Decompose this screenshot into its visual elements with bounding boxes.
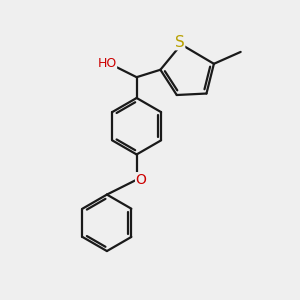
Text: S: S xyxy=(175,34,184,50)
Text: HO: HO xyxy=(97,57,116,70)
Text: O: O xyxy=(136,173,146,187)
